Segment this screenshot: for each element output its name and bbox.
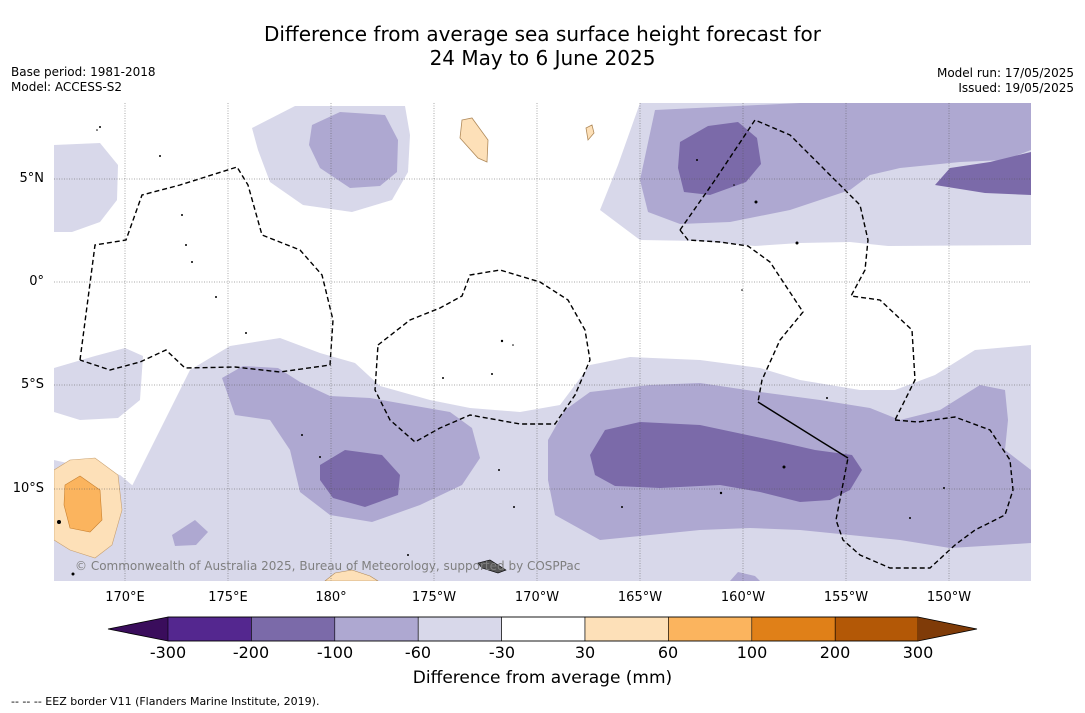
colorbar-tick-label: 100 — [736, 643, 768, 662]
issued-date: Issued: 19/05/2025 — [958, 81, 1074, 95]
model-name: Model: ACCESS-S2 — [11, 80, 123, 94]
colorbar-tick-label: 60 — [657, 643, 679, 662]
x-tick-label: 165°W — [617, 590, 663, 605]
eez-borders — [79, 119, 1014, 569]
colorbar-segment — [417, 616, 502, 642]
colorbar-segment — [251, 616, 336, 642]
x-tick-label: 160°W — [720, 590, 766, 605]
colorbar-tick-label: 200 — [819, 643, 851, 662]
colorbar-tick-label: -30 — [488, 643, 516, 662]
title-line-2: 24 May to 6 June 2025 — [429, 46, 656, 70]
colorbar-segment — [751, 616, 836, 642]
x-tick-label: 170°W — [514, 590, 560, 605]
island-dots — [57, 126, 945, 576]
colorbar — [107, 616, 978, 642]
map-title: Difference from average sea surface heig… — [0, 22, 1085, 70]
y-tick-label: 5°N — [19, 171, 45, 186]
eez-legend: -- -- -- EEZ border V11 (Flanders Marine… — [11, 695, 320, 708]
meta-right: Model run: 17/05/2025 Issued: 19/05/2025 — [937, 66, 1074, 96]
copyright-credit: © Commonwealth of Australia 2025, Bureau… — [75, 559, 581, 573]
gridlines — [54, 103, 1031, 581]
title-line-1: Difference from average sea surface heig… — [263, 22, 822, 46]
eez-border-solid — [757, 401, 849, 459]
colorbar-segment — [334, 616, 419, 642]
colorbar-segment — [167, 616, 252, 642]
colorbar-tick-label: -300 — [149, 643, 187, 662]
positive-anomaly-patches — [54, 117, 595, 581]
x-tick-label: 175°E — [208, 590, 248, 605]
anomaly-band-dark — [320, 122, 1031, 507]
x-tick-label: 150°W — [926, 590, 972, 605]
base-period: Base period: 1981-2018 — [11, 65, 156, 79]
y-tick-label: 0° — [29, 274, 44, 289]
x-tick-label: 170°E — [105, 590, 145, 605]
colorbar-tick-label: -200 — [232, 643, 270, 662]
colorbar-segment — [668, 616, 753, 642]
colorbar-segment — [584, 616, 669, 642]
map-plot-area — [54, 103, 1031, 581]
meta-left: Base period: 1981-2018 Model: ACCESS-S2 — [11, 65, 156, 95]
colorbar-tick-label: -100 — [316, 643, 354, 662]
colorbar-tick-label: -60 — [404, 643, 432, 662]
x-tick-label: 180° — [315, 590, 347, 605]
colorbar-tick-label: 30 — [574, 643, 596, 662]
colorbar-segment — [501, 616, 586, 642]
x-tick-label: 175°W — [411, 590, 457, 605]
colorbar-segment — [834, 616, 919, 642]
colorbar-extend-low — [108, 617, 168, 641]
colorbar-label: Difference from average (mm) — [412, 668, 673, 688]
model-run: Model run: 17/05/2025 — [936, 66, 1074, 80]
island-shape — [477, 559, 507, 574]
colorbar-tick-label: 300 — [902, 643, 934, 662]
colorbar-extend-high — [918, 617, 977, 641]
y-tick-label: 5°S — [20, 377, 44, 392]
y-tick-label: 10°S — [12, 481, 44, 496]
x-tick-label: 155°W — [823, 590, 869, 605]
